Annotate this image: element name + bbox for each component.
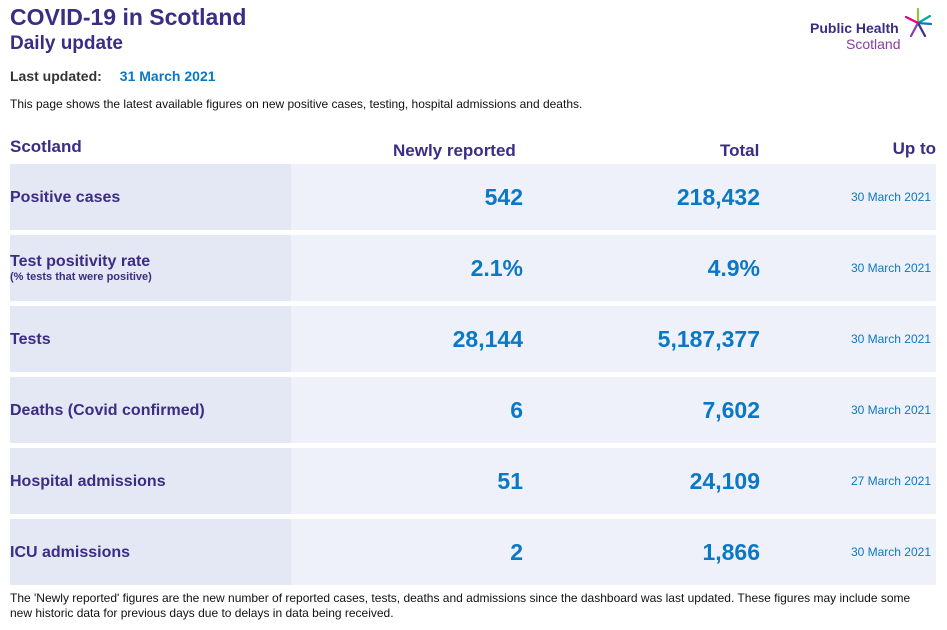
header-up-to: Up to <box>892 139 936 158</box>
row-total: 1,866 <box>702 538 760 565</box>
page-title: COVID-19 in Scotland <box>10 4 247 30</box>
row-label-cell <box>10 519 291 585</box>
row-label-text: ICU admissions <box>10 543 131 561</box>
row-label: Positive cases <box>10 164 120 230</box>
last-updated-label: Last updated: <box>10 68 102 84</box>
row-label: ICU admissions <box>10 519 130 585</box>
row-newly-reported: 542 <box>484 183 523 210</box>
row-label-cell <box>10 164 291 230</box>
row-label-text: Positive cases <box>10 188 121 206</box>
table-row: Tests 28,144 5,187,377 30 March 2021 <box>10 306 936 372</box>
logo-text-line2: Scotland <box>846 36 901 52</box>
row-label-subtext: (% tests that were positive) <box>10 271 152 283</box>
row-value-cell <box>291 235 936 301</box>
row-label: Tests <box>10 306 51 372</box>
page-subtitle: Daily update <box>10 33 123 54</box>
row-label: Deaths (Covid confirmed) <box>10 377 205 443</box>
row-up-to: 27 March 2021 <box>850 474 931 488</box>
intro-text: This page shows the latest available fig… <box>10 97 583 111</box>
last-updated: Last updated: 31 March 2021 <box>10 67 216 85</box>
row-up-to: 30 March 2021 <box>850 332 931 346</box>
logo-star-icon <box>904 8 933 38</box>
row-value-cell <box>291 519 936 585</box>
row-value-cell <box>291 164 936 230</box>
row-label: Hospital admissions <box>10 448 166 514</box>
row-newly-reported: 51 <box>497 467 523 494</box>
row-label-cell <box>10 235 291 301</box>
last-updated-date: 31 March 2021 <box>119 68 216 84</box>
row-total: 5,187,377 <box>657 325 760 352</box>
row-label-text: Tests <box>10 330 51 348</box>
row-total: 218,432 <box>676 183 760 210</box>
row-value-cell <box>291 306 936 372</box>
row-up-to: 30 March 2021 <box>850 403 931 417</box>
table-row: Hospital admissions 51 24,109 27 March 2… <box>10 448 936 514</box>
row-label-cell <box>10 448 291 514</box>
footnote-text: The 'Newly reported' figures are the new… <box>10 591 911 620</box>
row-label: Test positivity rate (% tests that were … <box>10 235 152 301</box>
header-scotland: Scotland <box>10 137 82 156</box>
row-label-cell <box>10 377 291 443</box>
row-up-to: 30 March 2021 <box>850 261 931 275</box>
header-newly-reported: Newly reported <box>393 141 516 160</box>
table-row: ICU admissions 2 1,866 30 March 2021 <box>10 519 936 585</box>
row-label-text: Deaths (Covid confirmed) <box>10 401 205 419</box>
row-total: 4.9% <box>707 254 760 281</box>
row-newly-reported: 28,144 <box>452 325 523 352</box>
row-newly-reported: 6 <box>510 396 523 423</box>
row-total: 7,602 <box>702 396 760 423</box>
row-up-to: 30 March 2021 <box>850 190 931 204</box>
table-row: Deaths (Covid confirmed) 6 7,602 30 Marc… <box>10 377 936 443</box>
phs-logo: Public Health Scotland <box>806 8 936 56</box>
row-value-cell <box>291 448 936 514</box>
row-newly-reported: 2 <box>510 538 523 565</box>
header-total: Total <box>720 141 760 160</box>
table-row: Positive cases 542 218,432 30 March 2021 <box>10 164 936 230</box>
row-label-text: Hospital admissions <box>10 472 166 490</box>
table-row: Test positivity rate (% tests that were … <box>10 235 936 301</box>
row-label-cell <box>10 306 291 372</box>
row-label-text: Test positivity rate <box>10 253 151 270</box>
logo-text-line1: Public Health <box>810 20 899 36</box>
row-newly-reported: 2.1% <box>470 254 523 281</box>
row-value-cell <box>291 377 936 443</box>
row-total: 24,109 <box>689 467 760 494</box>
row-up-to: 30 March 2021 <box>850 545 931 559</box>
